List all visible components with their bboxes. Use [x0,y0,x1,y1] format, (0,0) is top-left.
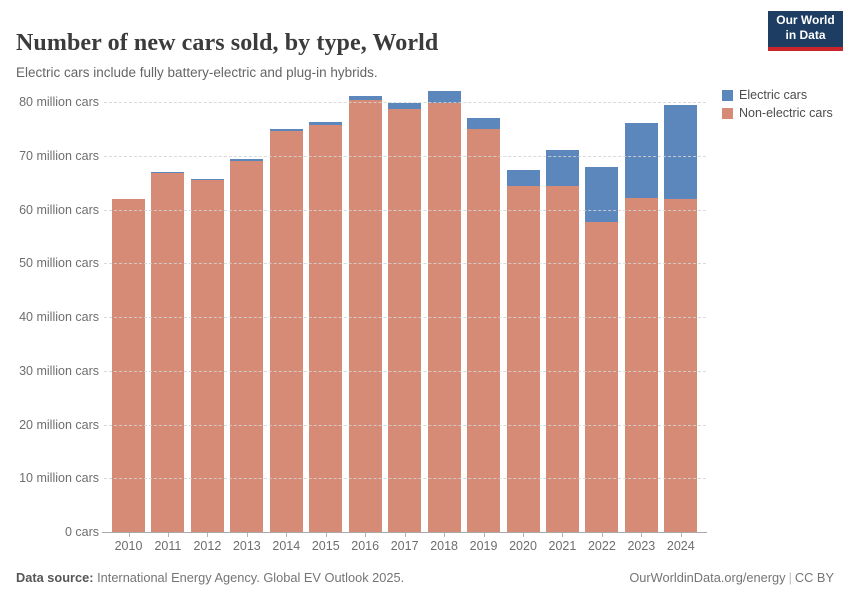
bar-segment-nonelectric-2016[interactable] [348,100,382,532]
x-axis-tick-2024 [680,533,682,537]
x-axis-label-2021: 2021 [548,539,577,553]
bar-segment-nonelectric-2022[interactable] [585,221,619,532]
x-axis-label-2014: 2014 [272,539,301,553]
x-axis-label-2011: 2011 [154,539,182,553]
y-axis-label-40: 40 million cars [19,310,99,324]
footer-links: OurWorldinData.org/energy | CC BY [629,570,834,585]
y-axis-label-70: 70 million cars [19,148,99,163]
owid-logo-line2: in Data [785,28,826,42]
bar-segment-nonelectric-2020[interactable] [506,185,540,532]
chart-legend: Electric cars Non-electric cars [722,86,833,122]
x-axis-tick-2018 [444,533,446,537]
bar-segment-nonelectric-2017[interactable] [388,108,422,532]
x-axis-tick-2021 [562,533,564,537]
bar-segment-nonelectric-2011[interactable] [151,172,185,532]
y-axis-label-60: 60 million cars [19,202,99,217]
owid-logo[interactable]: Our World in Data [768,11,843,51]
owid-logo-line1: Our World [776,13,835,27]
x-axis-tick-2019 [483,533,485,537]
x-axis-label-2023: 2023 [627,539,656,553]
y-axis-label-50: 50 million cars [19,256,99,271]
gridline-60m [104,209,706,211]
bar-segment-electric-2014[interactable] [269,129,303,132]
x-axis-tick-2010 [128,533,130,537]
gridline-50m [104,263,706,265]
legend-label: Electric cars [739,88,808,102]
license-link[interactable]: CC BY [794,570,834,585]
x-axis-label-2010: 2010 [114,539,143,553]
bar-segment-electric-2012[interactable] [190,179,224,180]
gridline-10m [104,478,706,480]
bar-segment-nonelectric-2019[interactable] [467,129,501,532]
bar-segment-electric-2020[interactable] [506,169,540,186]
x-axis-tick-2023 [641,533,643,537]
x-axis-tick-2012 [207,533,209,537]
x-axis-label-2017: 2017 [390,539,419,553]
y-axis-label-80: 80 million cars [19,95,99,109]
x-axis-tick-2013 [246,533,248,537]
x-axis-baseline [102,532,707,533]
data-source-text: International Energy Agency. Global EV O… [93,570,405,585]
bar-segment-nonelectric-2013[interactable] [230,160,264,532]
owid-url-link[interactable]: OurWorldinData.org/energy [629,570,786,585]
page-subtitle: Electric cars include fully battery-elec… [16,64,378,80]
bar-segment-electric-2019[interactable] [467,118,501,130]
legend-swatch-icon [722,107,733,119]
x-axis-label-2016: 2016 [351,539,380,553]
legend-swatch-icon [722,89,733,101]
x-axis-tick-2022 [601,533,603,537]
x-axis-label-2022: 2022 [587,539,616,553]
x-axis-tick-2017 [404,533,406,537]
gridline-30m [104,370,706,372]
bar-segment-electric-2018[interactable] [427,91,461,103]
legend-item-non-electric[interactable]: Non-electric cars [722,104,833,122]
y-axis-label-20: 20 million cars [19,417,99,432]
gridline-40m [104,317,706,318]
footer-separator: | [788,570,792,585]
gridline-80m [104,102,706,103]
data-source-note: Data source: International Energy Agency… [16,570,404,585]
legend-item-electric[interactable]: Electric cars [722,86,833,104]
x-axis-tick-2011 [167,533,169,537]
x-axis-label-2018: 2018 [430,539,458,553]
legend-label: Non-electric cars [739,106,833,120]
bar-segment-electric-2022[interactable] [585,166,619,222]
x-axis-tick-2015 [325,533,327,537]
x-axis-label-2012: 2012 [193,539,222,553]
bar-segment-nonelectric-2014[interactable] [269,131,303,532]
y-axis-label-0: 0 cars [64,525,99,539]
x-axis-label-2019: 2019 [469,539,498,553]
data-source-label: Data source: [16,570,94,585]
x-axis-label-2024: 2024 [666,539,695,553]
bar-segment-nonelectric-2024[interactable] [664,198,698,532]
x-axis-label-2015: 2015 [311,539,340,553]
bar-segment-electric-2016[interactable] [348,96,382,101]
x-axis-tick-2020 [523,533,524,537]
bar-segment-nonelectric-2015[interactable] [309,124,343,532]
y-axis-label-10: 10 million cars [19,471,99,486]
bar-segment-nonelectric-2010[interactable] [112,198,145,532]
gridline-20m [104,424,706,426]
bar-segment-nonelectric-2021[interactable] [545,185,579,532]
page-title: Number of new cars sold, by type, World [16,30,439,57]
x-axis-tick-2016 [365,533,367,537]
x-axis-tick-2014 [286,533,288,537]
x-axis-label-2020: 2020 [509,539,537,553]
bar-segment-electric-2017[interactable] [388,102,422,109]
bar-segment-electric-2023[interactable] [624,122,658,199]
bar-segment-electric-2015[interactable] [309,121,343,125]
bar-segment-electric-2013[interactable] [230,159,264,161]
bar-segment-nonelectric-2012[interactable] [190,179,224,532]
x-axis-label-2013: 2013 [232,539,261,553]
bar-segment-electric-2024[interactable] [664,105,698,199]
gridline-70m [104,155,706,157]
bar-segment-nonelectric-2023[interactable] [624,198,658,532]
y-axis-label-30: 30 million cars [19,363,99,378]
